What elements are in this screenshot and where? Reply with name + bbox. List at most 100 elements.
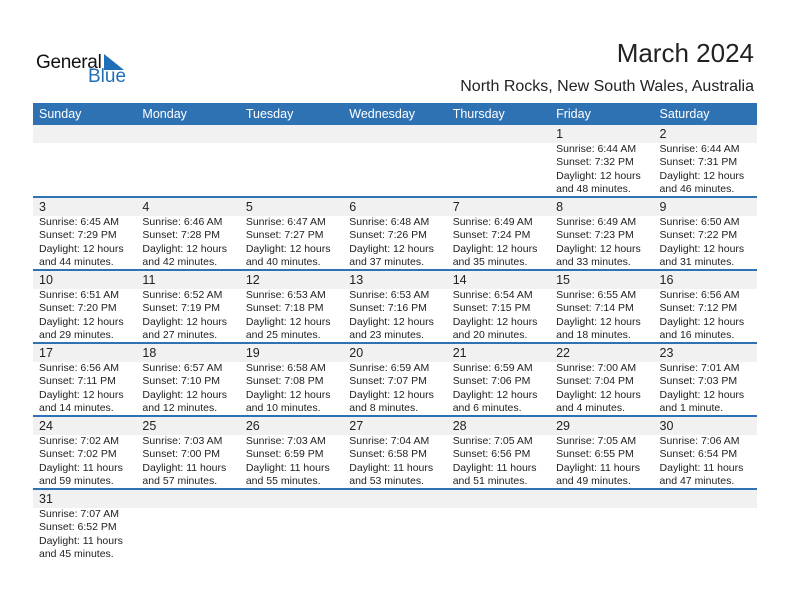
daylight-text: Daylight: 12 hours	[349, 388, 434, 401]
sunrise-text: Sunrise: 7:05 AM	[452, 435, 533, 447]
sunset-text: Sunset: 6:58 PM	[349, 448, 427, 461]
daylight-minutes-text: and 12 minutes.	[142, 402, 218, 415]
sunrise-text: Sunrise: 6:44 AM	[659, 143, 740, 155]
day-cell: 6 Sunrise: 6:48 AM Sunset: 7:26 PM Daylight…	[343, 198, 446, 269]
sunrise-text: Sunrise: 6:45 AM	[39, 216, 119, 228]
weekday-tuesday: Tuesday	[245, 107, 294, 121]
sunset-text: Sunset: 7:22 PM	[659, 229, 738, 242]
daylight-minutes-text: and 20 minutes.	[452, 329, 528, 342]
weekday-monday: Monday	[142, 107, 187, 121]
day-cell: 19 Sunrise: 6:58 AM Sunset: 7:08 PM Dayligh…	[240, 344, 343, 415]
sunset-text: Sunset: 7:31 PM	[659, 156, 738, 169]
day-number: 14	[452, 273, 467, 287]
day-cell: 15 Sunrise: 6:55 AM Sunset: 7:14 PM Dayligh…	[550, 271, 653, 342]
sunrise-text: Sunrise: 6:54 AM	[452, 289, 533, 301]
weekday-wednesday: Wednesday	[349, 107, 416, 121]
day-cell: 31 Sunrise: 7:07 AM Sunset: 6:52 PM Dayligh…	[33, 490, 136, 563]
empty-cell	[136, 490, 239, 563]
daylight-minutes-text: and 31 minutes.	[659, 256, 735, 269]
daylight-minutes-text: and 47 minutes.	[659, 475, 735, 488]
sunrise-text: Sunrise: 7:00 AM	[556, 362, 637, 374]
daylight-text: Daylight: 12 hours	[452, 388, 538, 401]
day-cell: 11 Sunrise: 6:52 AM Sunset: 7:19 PM Dayligh…	[136, 271, 239, 342]
sunset-text: Sunset: 6:52 PM	[39, 521, 117, 534]
sunset-text: Sunset: 6:54 PM	[659, 448, 738, 461]
daylight-text: Daylight: 11 hours	[659, 461, 744, 474]
sunrise-text: Sunrise: 6:56 AM	[39, 362, 119, 374]
day-cell: 2 Sunrise: 6:44 AM Sunset: 7:31 PM Daylight…	[654, 125, 757, 196]
sunrise-text: Sunrise: 6:51 AM	[39, 289, 119, 301]
day-cell: 26 Sunrise: 7:03 AM Sunset: 6:59 PM Dayligh…	[240, 417, 343, 488]
day-number: 13	[349, 273, 364, 287]
day-number: 9	[659, 200, 667, 214]
sunrise-text: Sunrise: 7:06 AM	[659, 435, 740, 447]
day-cell: 18 Sunrise: 6:57 AM Sunset: 7:10 PM Dayligh…	[136, 344, 239, 415]
sunrise-text: Sunrise: 6:56 AM	[659, 289, 740, 301]
daylight-text: Daylight: 12 hours	[142, 315, 228, 328]
daylight-text: Daylight: 11 hours	[142, 461, 227, 474]
daylight-minutes-text: and 8 minutes.	[349, 402, 419, 415]
empty-cell	[136, 125, 239, 196]
sunrise-text: Sunrise: 6:53 AM	[349, 289, 430, 301]
day-cell: 16 Sunrise: 6:56 AM Sunset: 7:12 PM Dayligh…	[654, 271, 757, 342]
sunset-text: Sunset: 7:18 PM	[245, 302, 324, 315]
empty-cell	[447, 490, 550, 563]
empty-cell	[33, 125, 136, 196]
day-number: 19	[245, 346, 260, 360]
daylight-text: Daylight: 12 hours	[349, 315, 434, 328]
sunrise-text: Sunrise: 6:49 AM	[556, 216, 637, 228]
daylight-text: Daylight: 11 hours	[349, 461, 434, 474]
daylight-minutes-text: and 53 minutes.	[349, 475, 424, 488]
daylight-text: Daylight: 12 hours	[349, 242, 434, 255]
daylight-minutes-text: and 37 minutes.	[349, 256, 424, 269]
day-number: 28	[452, 419, 467, 433]
daylight-text: Daylight: 12 hours	[556, 169, 641, 182]
daylight-minutes-text: and 45 minutes.	[39, 548, 114, 561]
day-cell: 5 Sunrise: 6:47 AM Sunset: 7:27 PM Daylight…	[240, 198, 343, 269]
day-number: 11	[142, 273, 156, 287]
page-title: March 2024	[616, 38, 754, 68]
day-number: 6	[349, 200, 357, 214]
daylight-minutes-text: and 10 minutes.	[245, 402, 321, 415]
weekday-header: Sunday Monday Tuesday Wednesday Thursday Frid…	[33, 103, 757, 125]
empty-cell	[343, 490, 446, 563]
day-cell: 23 Sunrise: 7:01 AM Sunset: 7:03 PM Dayligh…	[654, 344, 757, 415]
daylight-text: Daylight: 12 hours	[556, 242, 641, 255]
sunrise-text: Sunrise: 7:03 AM	[245, 435, 326, 447]
daylight-minutes-text: and 44 minutes.	[39, 256, 114, 269]
sunset-text: Sunset: 7:23 PM	[556, 229, 634, 242]
location-subtitle: North Rocks, New South Wales, Australia	[460, 78, 754, 95]
daylight-text: Daylight: 12 hours	[659, 242, 745, 255]
day-number: 21	[452, 346, 467, 360]
day-cell: 9 Sunrise: 6:50 AM Sunset: 7:22 PM Daylight…	[654, 198, 757, 269]
day-number: 30	[659, 419, 674, 433]
daylight-text: Daylight: 12 hours	[556, 315, 641, 328]
weekday-thursday: Thursday	[452, 107, 505, 121]
sunset-text: Sunset: 7:28 PM	[142, 229, 221, 242]
daylight-text: Daylight: 12 hours	[39, 388, 124, 401]
sunrise-text: Sunrise: 6:46 AM	[142, 216, 223, 228]
day-number: 16	[659, 273, 674, 287]
daylight-minutes-text: and 25 minutes.	[245, 329, 321, 342]
daylight-text: Daylight: 12 hours	[39, 242, 124, 255]
day-number: 5	[245, 200, 253, 214]
empty-cell	[240, 125, 343, 196]
day-cell: 25 Sunrise: 7:03 AM Sunset: 7:00 PM Dayligh…	[136, 417, 239, 488]
daylight-minutes-text: and 49 minutes.	[556, 475, 631, 488]
sunset-text: Sunset: 6:56 PM	[452, 448, 531, 461]
logo-text-blue: Blue	[88, 66, 127, 87]
day-number: 18	[142, 346, 157, 360]
daylight-text: Daylight: 12 hours	[452, 242, 538, 255]
day-number: 7	[452, 200, 460, 214]
daylight-text: Daylight: 12 hours	[556, 388, 641, 401]
daylight-minutes-text: and 35 minutes.	[452, 256, 528, 269]
sunset-text: Sunset: 7:19 PM	[142, 302, 221, 315]
daylight-minutes-text: and 40 minutes.	[245, 256, 321, 269]
day-cell: 12 Sunrise: 6:53 AM Sunset: 7:18 PM Dayligh…	[240, 271, 343, 342]
sunset-text: Sunset: 7:10 PM	[142, 375, 221, 388]
daylight-minutes-text: and 51 minutes.	[452, 475, 528, 488]
day-cell: 21 Sunrise: 6:59 AM Sunset: 7:06 PM Dayligh…	[447, 344, 550, 415]
daylight-text: Daylight: 11 hours	[39, 534, 123, 547]
day-cell: 8 Sunrise: 6:49 AM Sunset: 7:23 PM Daylight…	[550, 198, 653, 269]
weekday-saturday: Saturday	[659, 107, 710, 121]
